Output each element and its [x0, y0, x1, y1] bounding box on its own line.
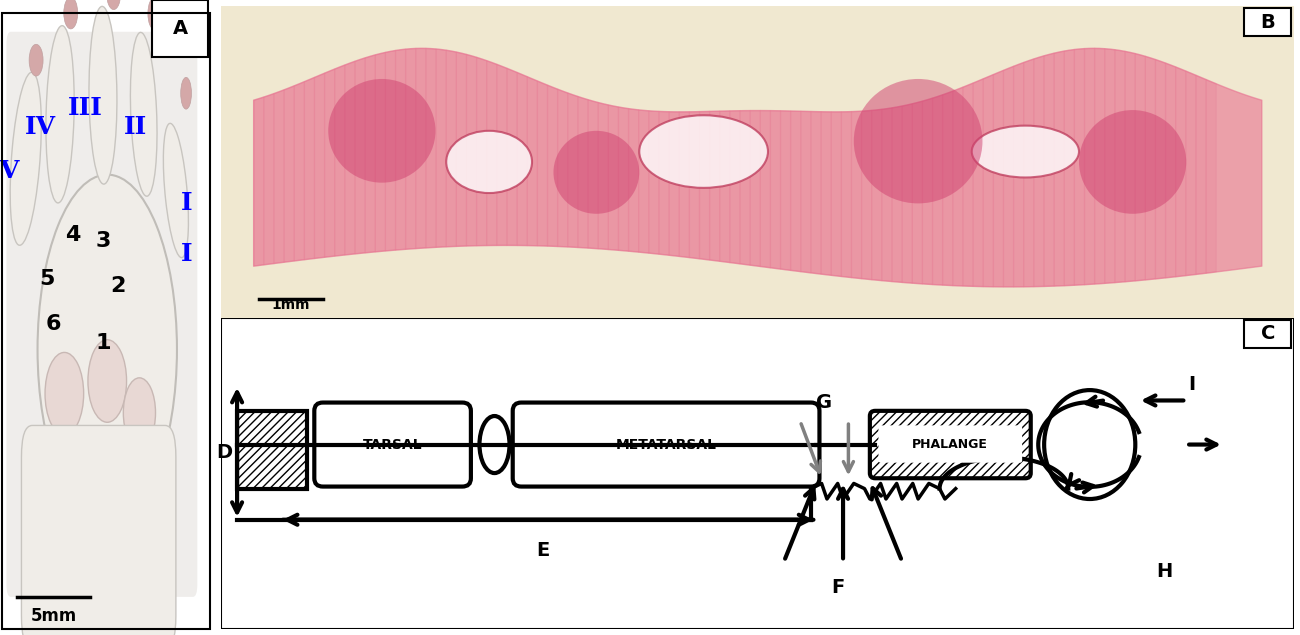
Text: TARSAL: TARSAL — [363, 438, 422, 451]
Ellipse shape — [46, 352, 83, 435]
Text: 1: 1 — [95, 333, 110, 353]
Ellipse shape — [124, 378, 156, 448]
Ellipse shape — [148, 0, 161, 29]
Text: 5mm: 5mm — [30, 607, 77, 625]
Text: II: II — [124, 115, 147, 139]
Text: 5: 5 — [39, 269, 55, 290]
FancyBboxPatch shape — [6, 32, 198, 597]
Text: 3: 3 — [95, 231, 110, 251]
Text: I: I — [181, 191, 192, 215]
Ellipse shape — [640, 116, 768, 188]
Ellipse shape — [181, 77, 191, 109]
Ellipse shape — [88, 6, 117, 184]
Text: METATARSAL: METATARSAL — [616, 438, 716, 451]
Ellipse shape — [88, 340, 126, 422]
Text: 6: 6 — [46, 314, 61, 334]
Ellipse shape — [46, 25, 74, 203]
Text: 4: 4 — [65, 225, 81, 245]
Circle shape — [1079, 110, 1186, 214]
Text: D: D — [216, 443, 233, 462]
FancyBboxPatch shape — [1244, 8, 1291, 36]
Text: V: V — [0, 159, 18, 184]
Ellipse shape — [29, 44, 43, 76]
Text: 1mm: 1mm — [272, 298, 309, 312]
Text: H: H — [1157, 562, 1173, 581]
Text: I: I — [181, 242, 192, 266]
Text: A: A — [173, 19, 187, 38]
Text: C: C — [1261, 324, 1275, 343]
Ellipse shape — [480, 416, 510, 473]
Ellipse shape — [164, 123, 188, 258]
FancyBboxPatch shape — [879, 425, 1022, 463]
Text: PHALANGE: PHALANGE — [913, 438, 988, 451]
Ellipse shape — [10, 72, 42, 245]
Ellipse shape — [1044, 390, 1135, 499]
Text: III: III — [69, 96, 103, 120]
Ellipse shape — [972, 126, 1079, 178]
FancyBboxPatch shape — [512, 403, 819, 486]
Ellipse shape — [446, 131, 532, 193]
Ellipse shape — [130, 32, 157, 196]
FancyBboxPatch shape — [315, 403, 471, 486]
Text: B: B — [1261, 13, 1275, 32]
FancyBboxPatch shape — [1244, 319, 1291, 347]
Text: IV: IV — [25, 115, 56, 139]
Ellipse shape — [64, 0, 78, 29]
FancyBboxPatch shape — [152, 0, 208, 57]
FancyBboxPatch shape — [21, 425, 176, 635]
Text: E: E — [536, 542, 550, 560]
Ellipse shape — [107, 0, 121, 10]
Text: I: I — [1188, 375, 1195, 394]
Text: F: F — [831, 578, 844, 597]
Ellipse shape — [38, 175, 177, 524]
Circle shape — [854, 79, 983, 203]
Circle shape — [554, 131, 640, 214]
Text: G: G — [815, 393, 832, 412]
Circle shape — [328, 79, 436, 183]
Text: 2: 2 — [111, 276, 126, 296]
